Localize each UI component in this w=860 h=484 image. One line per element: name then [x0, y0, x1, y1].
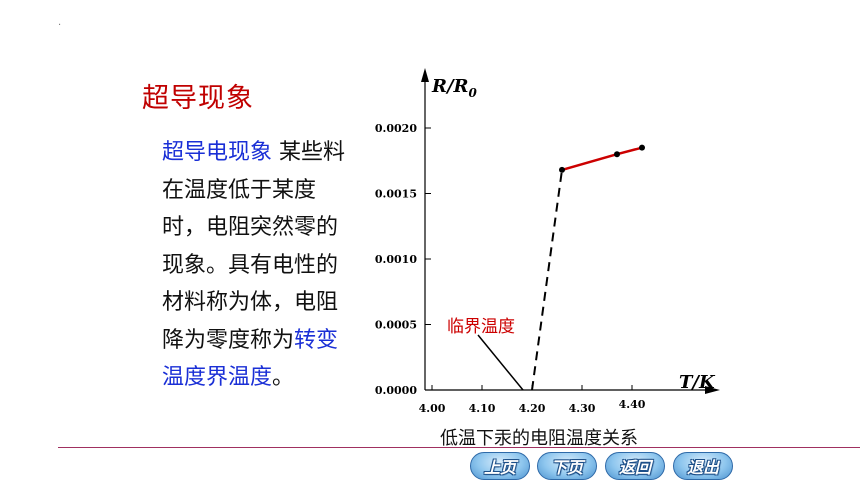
- x-tick-label: 4.20: [519, 402, 546, 415]
- data-point: [614, 151, 620, 158]
- body-paragraph: 超导电现象 某些料在温度低于某度时，电阻突然零的现象。具有电性的材料称为体，电阻…: [162, 134, 352, 397]
- prev-page-label[interactable]: 上页: [470, 452, 530, 480]
- x-tick-label: 4.40: [619, 398, 646, 411]
- y-axis-label-subscript: 0: [469, 86, 478, 100]
- body-end: 。: [272, 365, 295, 390]
- back-label[interactable]: 返回: [605, 452, 665, 480]
- critical-temperature-label: 临界温度: [447, 317, 515, 337]
- divider-line: [58, 447, 860, 448]
- x-tick-label: 4.00: [419, 402, 446, 415]
- y-tick-label: 0.0010: [375, 253, 417, 266]
- annotation-pointer: [477, 334, 524, 391]
- slide-title: 超导现象: [142, 83, 254, 114]
- y-axis-arrow: [421, 68, 429, 82]
- y-tick-label: 0.0000: [375, 384, 417, 397]
- x-tick-label: 4.10: [469, 402, 496, 415]
- x-axis-arrow: [705, 386, 720, 394]
- x-tick-label: 4.30: [569, 402, 596, 415]
- x-axis-label: T/K: [679, 372, 716, 393]
- prev-page-button[interactable]: 上页: [470, 452, 530, 480]
- next-page-button[interactable]: 下页: [537, 452, 597, 480]
- back-button[interactable]: 返回: [605, 452, 665, 480]
- chart-caption: 低温下汞的电阻温度关系: [440, 428, 638, 449]
- data-point: [639, 144, 645, 151]
- next-page-label[interactable]: 下页: [537, 452, 597, 480]
- y-axis-label: R/R0: [431, 76, 478, 100]
- data-point: [559, 166, 565, 173]
- corner-mark: ·: [58, 20, 62, 31]
- y-tick-label: 0.0020: [375, 122, 417, 135]
- y-tick-label: 0.0015: [375, 188, 417, 201]
- exit-label[interactable]: 退出: [673, 452, 733, 480]
- resistance-temperature-chart: 0.0000 0.0005 0.0010 0.0015 0.0020 4.00 4.10 4…: [375, 68, 720, 415]
- term-superconductivity: 超导电现象: [162, 140, 273, 165]
- transition-dashed-line: [531, 169, 563, 391]
- body-text: 某些料在温度低于某度时，电阻突然零的现象。具有电性的材料称为体，电阻降为零度称为: [162, 140, 346, 353]
- y-tick-label: 0.0005: [375, 319, 417, 332]
- exit-button[interactable]: 退出: [673, 452, 733, 480]
- normal-resistance-line: [561, 146, 643, 172]
- term-transition-temperature: 转变温度界温度: [162, 327, 339, 391]
